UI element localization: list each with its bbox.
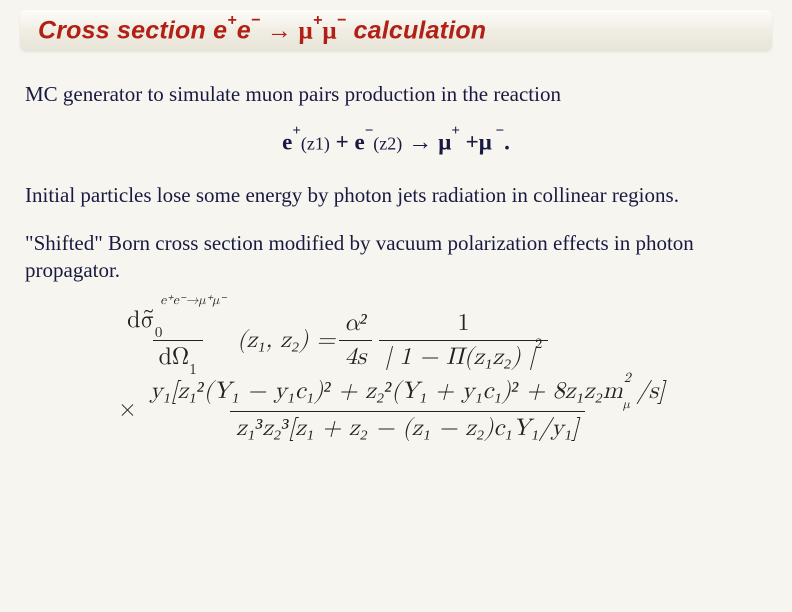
lhs-num-a: dσ̃: [127, 308, 155, 332]
lhs-den-text: dΩ: [159, 345, 190, 369]
lhs-fraction: dσ̃0e⁺e⁻→μ⁺μ⁻ dΩ1: [121, 306, 234, 375]
reaction-p2: −: [365, 123, 374, 139]
row2-num-sub: μ: [623, 398, 630, 411]
r2-den-a: | 1 − Π(z₁z₂) |: [385, 345, 536, 369]
slide-container: Cross section e+e− → μ+μ− calculation MC…: [0, 0, 792, 612]
formula-row-1: dσ̃0e⁺e⁻→μ⁺μ⁻ dΩ1 (z₁, z₂) = α² 4s 1 | 1…: [118, 306, 674, 375]
reaction-plus: +: [330, 129, 355, 154]
lhs-den-sub: 1: [189, 362, 197, 377]
row2-den: z₁³z₂³[z₁ + z₂ − (z₁ − z₂)c₁Y₁/y₁]: [230, 411, 585, 443]
title-sup-4: −: [337, 12, 347, 29]
slide-title: Cross section e+e− → μ+μ− calculation: [38, 16, 754, 45]
r2-num: 1: [452, 309, 476, 340]
reaction-m1: μ: [438, 129, 451, 154]
title-arrow: →: [260, 17, 298, 44]
row2-num-b: /s]: [637, 379, 665, 403]
reaction-p1: +: [292, 123, 301, 139]
r1-num: α²: [338, 309, 373, 340]
r2-den: | 1 − Π(z₁z₂) |2: [379, 340, 549, 372]
paragraph-1: MC generator to simulate muon pairs prod…: [25, 81, 767, 108]
reaction-arrow: →: [402, 129, 438, 155]
lhs-num: dσ̃0e⁺e⁻→μ⁺μ⁻: [121, 306, 234, 340]
row2-prefix: ×: [118, 395, 137, 424]
row2-num-sup: 2: [624, 371, 631, 385]
reaction-z2: (z2): [373, 133, 402, 153]
row2-num-a: y₁[z₁²(Y₁ − y₁c₁)² + z₂²(Y₁ + y₁c₁)² + 8…: [150, 379, 623, 403]
reaction-z1: (z1): [301, 133, 330, 153]
title-sup-3: +: [313, 12, 323, 29]
lhs-args: (z₁, z₂) =: [237, 326, 335, 355]
r2-den-sup: 2: [535, 337, 542, 351]
formula: dσ̃0e⁺e⁻→μ⁺μ⁻ dΩ1 (z₁, z₂) = α² 4s 1 | 1…: [118, 304, 674, 444]
reaction-p4: −: [492, 123, 504, 139]
row2-num: y₁[z₁²(Y₁ − y₁c₁)² + z₂²(Y₁ + y₁c₁)² + 8…: [144, 377, 671, 411]
reaction-e2: e: [355, 129, 365, 154]
title-mu-2: μ: [322, 17, 336, 44]
paragraph-2: Initial particles lose some energy by ph…: [25, 182, 767, 209]
title-bar: Cross section e+e− → μ+μ− calculation: [20, 10, 772, 51]
paragraph-3: "Shifted" Born cross section modified by…: [25, 230, 767, 285]
reaction-p3: +: [451, 123, 460, 139]
formula-container: dσ̃0e⁺e⁻→μ⁺μ⁻ dΩ1 (z₁, z₂) = α² 4s 1 | 1…: [20, 304, 772, 444]
rhs-frac-1: α² 4s: [338, 309, 373, 372]
lhs-den: dΩ1: [153, 340, 203, 375]
formula-row-2: × y₁[z₁²(Y₁ − y₁c₁)² + z₂²(Y₁ + y₁c₁)² +…: [118, 377, 674, 443]
title-text-2: e: [237, 16, 251, 44]
lhs-num-sub: 0: [155, 325, 163, 340]
reaction-m2: μ: [479, 129, 492, 154]
reaction-end: .: [504, 129, 510, 154]
reaction-equation: e+(z1) + e−(z2) → μ+ +μ −.: [20, 129, 772, 157]
title-suffix: calculation: [346, 16, 486, 44]
title-mu-1: μ: [299, 17, 313, 44]
title-text-1: Cross section e: [38, 16, 227, 44]
r1-den: 4s: [339, 340, 372, 372]
title-sup-2: −: [251, 12, 261, 29]
row2-fraction: y₁[z₁²(Y₁ − y₁c₁)² + z₂²(Y₁ + y₁c₁)² + 8…: [144, 377, 671, 443]
rhs-frac-2: 1 | 1 − Π(z₁z₂) |2: [379, 309, 549, 372]
lhs-num-sup: e⁺e⁻→μ⁺μ⁻: [160, 294, 226, 307]
reaction-plus2: +: [460, 129, 479, 154]
title-sup-1: +: [227, 12, 237, 29]
reaction-e1: e: [282, 129, 292, 154]
